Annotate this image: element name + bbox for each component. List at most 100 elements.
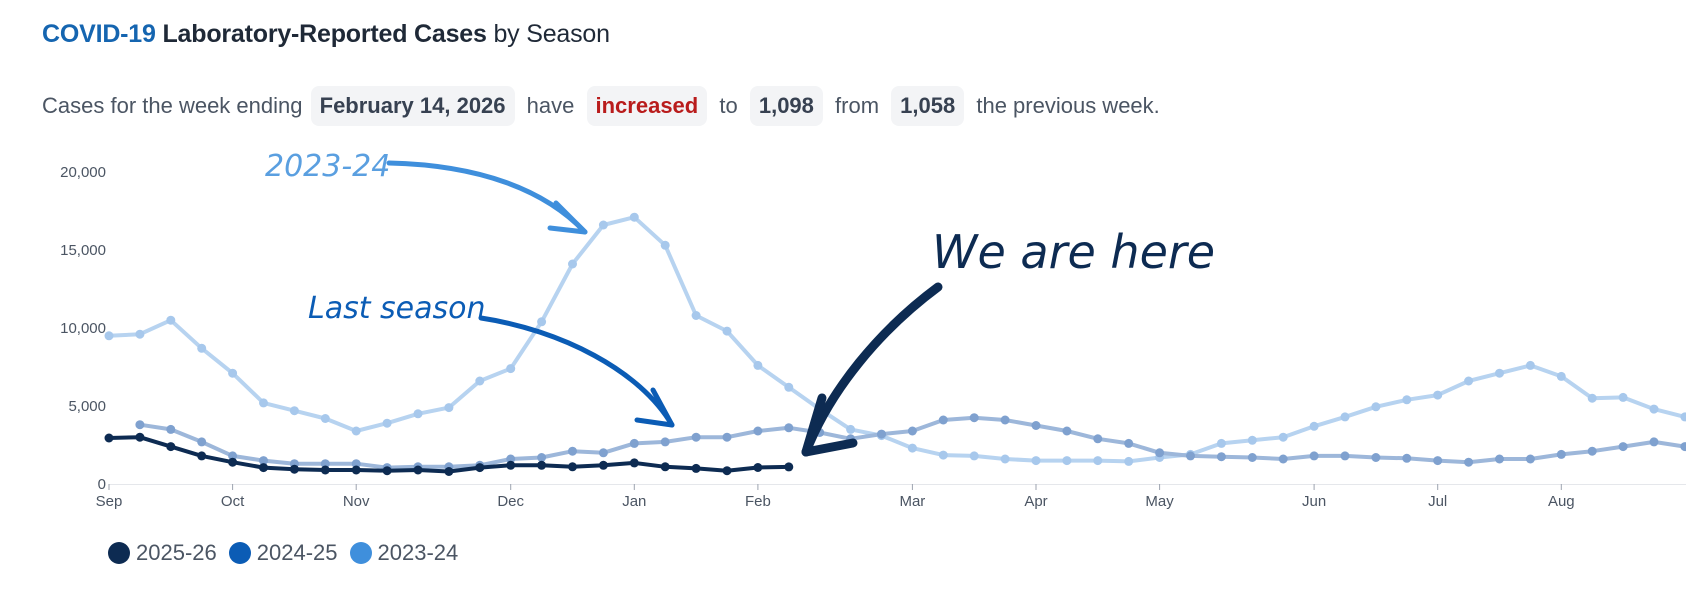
data-point-2025-26 (228, 457, 238, 467)
data-point-2023-24 (259, 398, 268, 408)
data-point-2023-24 (568, 259, 577, 269)
data-point-2024-25 (1402, 453, 1412, 463)
legend-swatch-2024-25 (228, 542, 251, 564)
data-point-2023-24 (629, 212, 639, 222)
data-point-2023-24 (691, 311, 701, 320)
data-point-2024-25 (568, 446, 577, 456)
data-point-2024-25 (629, 438, 639, 448)
title-metric: Laboratory-Reported Cases (162, 20, 487, 48)
data-point-2024-25 (938, 415, 948, 425)
data-point-2025-26 (135, 432, 145, 442)
x-tick-label: Dec (497, 493, 524, 510)
title-grouping: by Season (493, 20, 610, 48)
data-point-2025-26 (289, 464, 299, 474)
annotation-we-are-here-arrowhead (801, 393, 858, 457)
annotation-we-are-here-label: We are here (932, 225, 1215, 279)
data-point-2023-24 (289, 406, 299, 416)
x-tick-label: Jul (1428, 493, 1447, 510)
data-point-2023-24 (382, 418, 392, 428)
legend-item-2024-25[interactable]: 2024-25 (228, 540, 338, 566)
data-point-2025-26 (475, 463, 485, 473)
data-point-2025-26 (382, 466, 392, 476)
data-point-2024-25 (784, 423, 794, 433)
data-point-2023-24 (1680, 412, 1686, 422)
data-point-2023-24 (135, 329, 145, 339)
data-point-2025-26 (722, 466, 732, 476)
data-point-2023-24 (938, 450, 948, 460)
data-point-2024-25 (1278, 454, 1288, 464)
data-point-2023-24 (228, 368, 238, 378)
data-point-2023-24 (444, 403, 454, 413)
y-tick-label: 20,000 (60, 164, 106, 181)
summary-to: to (719, 93, 738, 118)
data-point-2023-24 (1495, 368, 1504, 378)
current-cases-badge: 1,098 (749, 86, 823, 126)
data-point-2024-25 (1371, 453, 1381, 462)
annotation-2023-24-arrow (386, 160, 588, 235)
data-point-2024-25 (907, 426, 917, 436)
series-2023-24 (104, 212, 1686, 466)
data-point-2024-25 (1247, 453, 1257, 462)
data-point-2024-25 (1556, 449, 1566, 459)
legend-item-2023-24[interactable]: 2023-24 (349, 540, 458, 566)
data-point-2024-25 (1093, 434, 1103, 444)
data-point-2025-26 (753, 463, 763, 472)
data-point-2024-25 (660, 437, 670, 447)
data-point-2023-24 (1093, 456, 1103, 466)
data-point-2023-24 (413, 409, 423, 419)
data-point-2024-25 (877, 429, 886, 439)
data-point-2024-25 (259, 456, 268, 466)
data-point-2023-24 (598, 220, 608, 230)
data-point-2024-25 (1464, 457, 1474, 467)
data-point-2023-24 (506, 364, 516, 374)
data-point-2024-25 (1216, 452, 1226, 462)
data-point-2025-26 (598, 460, 608, 470)
data-point-2023-24 (351, 426, 361, 436)
data-point-2025-26 (197, 451, 207, 461)
annotation-2023-24-arrowhead (547, 200, 588, 235)
legend-label-2025-26: 2025-26 (136, 540, 217, 565)
y-tick-label: 10,000 (60, 320, 106, 337)
data-point-2025-26 (413, 465, 423, 475)
data-point-2023-24 (197, 343, 207, 353)
series-2024-25 (135, 413, 1686, 473)
data-point-2025-26 (259, 463, 268, 473)
legend-item-2025-26[interactable]: 2025-26 (108, 540, 217, 566)
data-point-2024-25 (1309, 451, 1319, 461)
data-point-2023-24 (1062, 456, 1072, 466)
data-point-2025-26 (320, 465, 330, 475)
data-point-2024-25 (1155, 448, 1165, 458)
data-point-2023-24 (1433, 390, 1443, 400)
x-tick-label: Feb (745, 493, 771, 510)
data-point-2024-25 (1649, 437, 1659, 447)
annotation-we-are-here: We are here (801, 225, 1215, 457)
data-point-2023-24 (784, 382, 794, 392)
data-point-2024-25 (320, 459, 330, 469)
data-point-2023-24 (1556, 371, 1566, 381)
summary-sentence: Cases for the week ending February 14, 2… (42, 86, 1164, 126)
x-tick-label: Nov (343, 493, 370, 510)
annotation-last-season-arrowhead (634, 387, 675, 428)
previous-cases-badge: 1,058 (891, 86, 965, 126)
data-point-2024-25 (1031, 421, 1041, 430)
data-point-2023-24 (1402, 395, 1412, 405)
x-tick-label: May (1145, 493, 1174, 510)
data-point-2025-26 (629, 458, 639, 468)
summary-suffix: the previous week. (976, 93, 1160, 118)
data-point-2025-26 (537, 460, 547, 470)
annotation-last-season-arrow (478, 315, 675, 428)
data-point-2024-25 (135, 420, 145, 430)
data-point-2023-24 (1371, 402, 1381, 412)
data-point-2024-25 (351, 459, 361, 469)
legend: 2025-26 2024-25 2023-24 (108, 540, 458, 566)
legend-swatch-2025-26 (108, 542, 130, 564)
data-point-2023-24 (753, 360, 763, 370)
annotation-2023-24: 2023-24 (265, 149, 588, 235)
data-point-2024-25 (506, 454, 516, 464)
data-point-2023-24 (1124, 456, 1134, 466)
data-point-2023-24 (1031, 456, 1041, 466)
data-point-2023-24 (1649, 404, 1659, 414)
title-disease: COVID-19 (42, 20, 156, 48)
data-point-2023-24 (1247, 435, 1257, 445)
chart-title: COVID-19 Laboratory-Reported Cases by Se… (42, 20, 610, 49)
